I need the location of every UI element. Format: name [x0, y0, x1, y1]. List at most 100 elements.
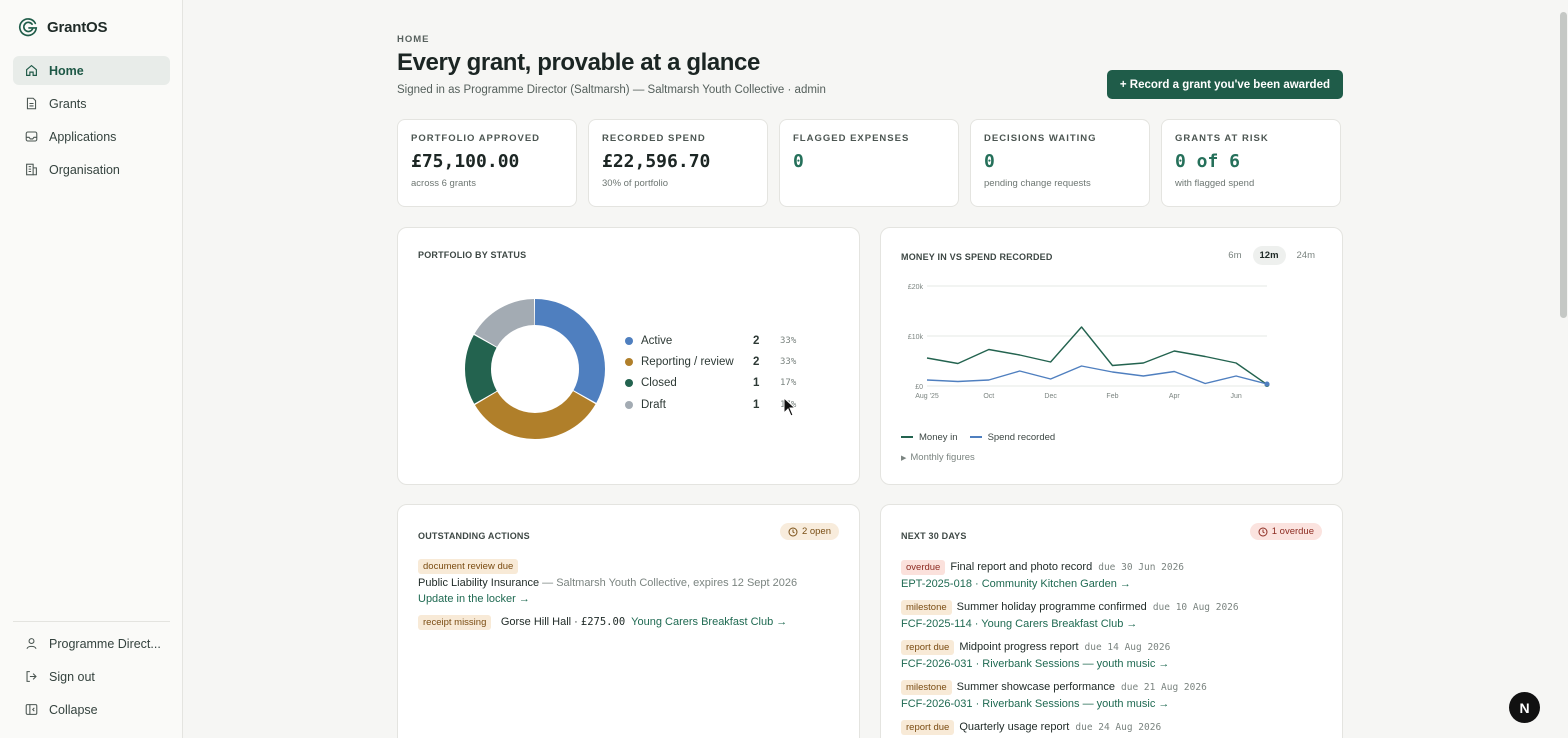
- upcoming-title: Midpoint progress report: [959, 641, 1079, 653]
- legend-label: Money in: [919, 432, 958, 443]
- portfolio-title: PORTFOLIO BY STATUS: [418, 250, 527, 260]
- upcoming-grant-link[interactable]: FCF-2026-031 · Riverbank Sessions — yout…: [901, 698, 1170, 710]
- data-point: [1264, 381, 1270, 387]
- stat-decisions-waiting: DECISIONS WAITING 0 pending change reque…: [970, 119, 1150, 207]
- brand-name: GrantOS: [47, 18, 108, 36]
- next-30-days-card: NEXT 30 DAYS 1 overdue overdue Final repo…: [880, 504, 1343, 738]
- y-tick-label: £0: [915, 384, 923, 391]
- range-tab-24m[interactable]: 24m: [1296, 250, 1315, 261]
- legend-count: 1: [753, 398, 760, 411]
- stat-value: 0 of 6: [1175, 151, 1241, 172]
- legend-line: [969, 436, 982, 439]
- stat-label: PORTFOLIO APPROVED: [411, 133, 541, 144]
- upcoming-title: Quarterly usage report: [959, 721, 1070, 733]
- upcoming-due: due 21 Aug 2026: [1121, 682, 1207, 693]
- money-line-chart: £0 £10k £20k Aug '25 Oct Dec Feb Apr Jun: [908, 284, 1270, 400]
- action-amount: £275.00: [580, 616, 626, 628]
- legend-row-active: Active 2 33%: [625, 330, 805, 351]
- sidebar-item-label: Sign out: [49, 669, 95, 684]
- caret-right-icon: ▶: [901, 455, 907, 462]
- upcoming-grant-link[interactable]: EPT-2025-018 · Community Kitchen Garden …: [901, 578, 1131, 590]
- upcoming-due: due 14 Aug 2026: [1084, 642, 1171, 653]
- y-tick-label: £20k: [908, 284, 924, 291]
- page-title: Every grant, provable at a glance: [397, 49, 760, 76]
- action-item: document review due Public Liability Ins…: [418, 556, 838, 605]
- action-title: Public Liability Insurance: [418, 577, 540, 589]
- sidebar-item-sign-out[interactable]: Sign out: [13, 662, 170, 691]
- range-tab-6m[interactable]: 6m: [1228, 250, 1242, 261]
- action-text: Public Liability Insurance — Saltmarsh Y…: [418, 577, 838, 589]
- action-tag: receipt missing: [418, 615, 492, 630]
- stats-row: PORTFOLIO APPROVED £75,100.00 across 6 g…: [397, 119, 1343, 207]
- upcoming-tag: overdue: [901, 560, 946, 575]
- sidebar-bottom: Programme Direct... Sign out Collapse: [13, 629, 170, 728]
- legend-pct: 17%: [780, 378, 797, 389]
- grantos-logo-icon: [18, 18, 38, 37]
- stat-sub: pending change requests: [984, 178, 1091, 189]
- upcoming-item: milestone Summer holiday programme confir…: [901, 597, 1239, 630]
- action-tag: document review due: [418, 559, 519, 574]
- sidebar-item-grants[interactable]: Grants: [13, 89, 170, 118]
- portfolio-legend: Active 2 33% Reporting / review 2 33% Cl…: [625, 330, 805, 415]
- legend-money-in: Money in: [901, 432, 958, 443]
- legend-dot: [625, 400, 633, 409]
- donut-slice-active: [465, 299, 605, 439]
- legend-pct: 33%: [780, 335, 797, 346]
- upcoming-item: overdue Final report and photo record due …: [901, 557, 1184, 590]
- upcoming-item: report due Quarterly usage report due 24 A…: [901, 717, 1161, 735]
- user-icon: [26, 638, 37, 649]
- page-subtitle: Signed in as Programme Director (Saltmar…: [397, 84, 826, 96]
- x-tick-label: Feb: [1106, 393, 1118, 400]
- chart-legend: Money in Spend recorded: [901, 432, 1055, 443]
- stat-recorded-spend: RECORDED SPEND £22,596.70 30% of portfol…: [588, 119, 768, 207]
- update-locker-link[interactable]: Update in the locker →: [418, 593, 530, 605]
- legend-dot: [625, 357, 633, 366]
- legend-pct: 33%: [780, 356, 797, 367]
- overdue-badge: 1 overdue: [1249, 523, 1322, 540]
- upcoming-grant-link[interactable]: FCF-2025-114 · Young Carers Breakfast Cl…: [901, 618, 1138, 630]
- sidebar-item-label: Home: [49, 63, 84, 78]
- stat-value: £75,100.00: [411, 151, 520, 172]
- stat-value: £22,596.70: [602, 151, 711, 172]
- upcoming-item: report due Midpoint progress report due 14…: [901, 637, 1170, 670]
- document-icon: [26, 97, 37, 110]
- portfolio-card: PORTFOLIO BY STATUS Active 2 33% Reporti…: [397, 227, 860, 485]
- sidebar-item-organisation[interactable]: Organisation: [13, 155, 170, 184]
- open-count-badge: 2 open: [779, 523, 839, 540]
- sidebar-collapse-icon: [25, 704, 38, 715]
- upcoming-grant-link[interactable]: FCF-2026-031 · Riverbank Sessions — yout…: [901, 658, 1170, 670]
- series-line-spend-recorded: [926, 365, 1268, 385]
- badge-label: 2 open: [801, 526, 831, 537]
- stat-label: RECORDED SPEND: [602, 133, 706, 144]
- grant-link[interactable]: Young Carers Breakfast Club →: [631, 616, 788, 628]
- stat-portfolio-approved: PORTFOLIO APPROVED £75,100.00 across 6 g…: [397, 119, 577, 207]
- range-tab-12m[interactable]: 12m: [1252, 246, 1286, 265]
- legend-count: 2: [753, 355, 760, 368]
- legend-spend-recorded: Spend recorded: [969, 432, 1055, 443]
- sidebar-item-label: Collapse: [49, 702, 98, 717]
- sidebar-item-label: Programme Direct...: [49, 636, 161, 651]
- sidebar-item-home[interactable]: Home: [13, 56, 170, 85]
- monthly-figures-toggle[interactable]: ▶ Monthly figures: [901, 452, 975, 463]
- action-item: receipt missing Gorse Hill Hall · £275.0…: [418, 612, 838, 630]
- upcoming-tag: milestone: [901, 600, 952, 615]
- legend-row-closed: Closed 1 17%: [625, 373, 805, 394]
- x-tick-label: Oct: [983, 393, 994, 400]
- page-scrollbar[interactable]: [1560, 12, 1567, 318]
- sidebar-item-profile[interactable]: Programme Direct...: [13, 629, 170, 658]
- outstanding-actions-card: OUTSTANDING ACTIONS 2 open document revi…: [397, 504, 860, 738]
- x-tick-label: Aug '25: [915, 393, 939, 400]
- upcoming-due: due 30 Jun 2026: [1098, 562, 1185, 573]
- legend-line: [901, 436, 913, 439]
- sidebar-item-collapse[interactable]: Collapse: [13, 695, 170, 724]
- monthly-figures-label: Monthly figures: [910, 452, 975, 463]
- record-grant-button[interactable]: + Record a grant you've been awarded: [1106, 70, 1343, 99]
- brand[interactable]: GrantOS: [17, 16, 107, 38]
- clock-icon: [788, 527, 798, 536]
- mouse-cursor-icon: [783, 397, 796, 417]
- legend-dot: [625, 336, 633, 345]
- sidebar-item-applications[interactable]: Applications: [13, 122, 170, 151]
- actions-title: OUTSTANDING ACTIONS: [418, 531, 530, 541]
- nextjs-dev-button[interactable]: N: [1509, 692, 1540, 723]
- legend-row-draft: Draft 1 17%: [625, 394, 805, 415]
